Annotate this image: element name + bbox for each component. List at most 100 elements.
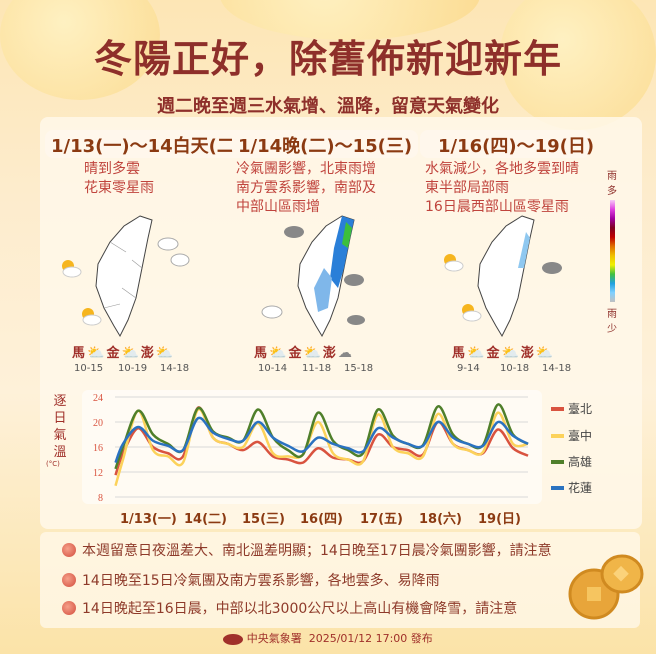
lantern-icon — [62, 543, 76, 557]
partly-sunny-icon: ⛅ — [155, 345, 174, 361]
lantern-icon — [62, 601, 76, 615]
taiwan-map — [62, 215, 190, 338]
partly-sunny-icon: ⛅ — [121, 345, 139, 361]
island-name: 馬 — [452, 346, 466, 361]
island-temp: 10-18 — [500, 363, 530, 374]
sun-icon — [62, 260, 82, 278]
page-title: 冬陽正好，除舊佈新迎新年 — [93, 37, 562, 81]
x-tick-label: 1/13(一) — [120, 512, 177, 527]
island-name: 金 — [106, 346, 120, 361]
period-header: 1/13(一)～14白天(二) — [45, 130, 250, 158]
cloud-rain-icon — [347, 315, 365, 325]
legend-swatch — [551, 406, 564, 411]
partly-sunny-icon: ⛅ — [501, 345, 519, 361]
coins-icon — [568, 554, 644, 620]
cloud-rain-icon — [284, 226, 304, 238]
legend-label: 臺北 — [568, 402, 593, 416]
rain-legend-label: 雨 — [607, 309, 617, 320]
y-tick-label: 16 — [93, 443, 103, 454]
rain-color-scale — [610, 200, 615, 302]
note-text: 14日晚起至16日晨，中部以北3000公尺以上高山有機會降雪，請注意 — [82, 601, 518, 617]
island-temp: 9-14 — [457, 363, 480, 374]
partly-sunny-icon: ⛅ — [303, 345, 321, 361]
period-description: 水氣減少，各地多雲到晴 東半部局部雨 16日晨西部山區零星雨 — [425, 160, 579, 217]
sun-icon — [444, 254, 464, 272]
island-name: 馬 — [254, 346, 268, 361]
island-temp: 10-19 — [118, 363, 148, 374]
period-header: 1/14晚(二)～15(三) — [232, 130, 419, 158]
desc-line: 16日晨西部山區零星雨 — [425, 199, 569, 215]
legend-swatch — [551, 485, 564, 490]
island-temp: 14-18 — [542, 363, 572, 374]
island-name: 馬 — [72, 346, 86, 361]
partly-sunny-icon: ⛅ — [87, 345, 105, 361]
island-name: 澎 — [140, 346, 154, 361]
taiwan-map — [444, 215, 562, 338]
y-tick-label: 24 — [93, 393, 103, 404]
island-temp: 10-14 — [258, 363, 288, 374]
legend-label: 花蓮 — [568, 481, 593, 495]
x-tick-label: 18(六) — [419, 512, 462, 527]
sun-icon — [462, 304, 482, 322]
partly-sunny-icon: ⛅ — [535, 345, 554, 361]
x-tick-label: 15(三) — [242, 512, 285, 527]
note-item: 本週留意日夜溫差大、南北溫差明顯；14日晚至17日晨冷氣團影響，請注意 — [62, 540, 552, 560]
issue-time: 2025/01/12 17:00 發布 — [308, 632, 433, 645]
chart-ylabel: 逐 日 氣 溫 — [52, 393, 68, 461]
decor-cloud — [500, 0, 656, 130]
legend-item: 臺中 — [551, 427, 592, 444]
lantern-icon — [62, 573, 76, 587]
island-name: 金 — [486, 346, 500, 361]
legend-label: 臺中 — [568, 429, 593, 443]
agency-logo-icon — [223, 633, 244, 645]
ylabel-char: 溫 — [53, 445, 67, 460]
desc-line: 南方雲系影響，南部及 — [236, 180, 376, 196]
note-item: 14日晚起至16日晨，中部以北3000公尺以上高山有機會降雪，請注意 — [62, 598, 517, 618]
desc-line: 冷氣團影響，北東雨增 — [236, 161, 376, 177]
decor-cloud — [0, 0, 160, 100]
legend-label: 高雄 — [568, 455, 593, 469]
island-row: 馬 ⛅ 金 ⛅ 澎 ☁ — [254, 342, 352, 361]
island-temp: 11-18 — [302, 363, 332, 374]
desc-line: 花東零星雨 — [84, 180, 154, 196]
x-tick-label: 14(二) — [184, 512, 227, 527]
legend-swatch — [551, 433, 564, 438]
cloudy-icon: ☁ — [337, 345, 352, 361]
cloud-rain-icon — [157, 237, 179, 251]
island-row: 馬 ⛅ 金 ⛅ 澎 ⛅ — [72, 342, 173, 361]
ylabel-char: 日 — [53, 411, 67, 426]
island-row: 馬 ⛅ 金 ⛅ 澎 ⛅ — [452, 342, 553, 361]
y-tick-label: 8 — [98, 493, 103, 504]
island-temp: 14-18 — [160, 363, 190, 374]
rain-legend-label: 雨 — [607, 171, 617, 182]
chart-unit: (°C) — [46, 460, 60, 468]
partly-sunny-icon: ⛅ — [269, 345, 287, 361]
y-tick-label: 12 — [93, 468, 103, 479]
taiwan-map — [261, 215, 365, 338]
series-line-花蓮 — [114, 416, 529, 464]
sun-icon — [82, 308, 102, 326]
desc-line: 中部山區雨增 — [236, 199, 320, 215]
period-header: 1/16(四)～19(日) — [420, 130, 594, 158]
desc-line: 晴到多雲 — [84, 161, 140, 177]
desc-line: 東半部局部雨 — [425, 180, 509, 196]
cloud-rain-icon — [542, 262, 562, 274]
legend-item: 高雄 — [551, 453, 592, 470]
legend-item: 花蓮 — [551, 479, 592, 496]
x-tick-label: 17(五) — [360, 512, 403, 527]
island-name: 澎 — [520, 346, 534, 361]
notes-panel — [40, 532, 640, 628]
period-description: 晴到多雲 花東零星雨 — [84, 160, 154, 198]
legend-item: 臺北 — [551, 400, 592, 417]
rain-legend-label: 多 — [607, 186, 617, 197]
rain-legend-label: 少 — [607, 324, 617, 335]
cloud-rain-icon — [344, 274, 364, 286]
period-description: 冷氣團影響，北東雨增 南方雲系影響，南部及 中部山區雨增 — [236, 160, 376, 217]
page-subtitle: 週二晚至週三水氣增、溫降，留意天氣變化 — [157, 96, 499, 117]
island-name: 金 — [288, 346, 302, 361]
island-name: 澎 — [322, 346, 336, 361]
agency-name: 中央氣象署 — [246, 632, 302, 645]
x-tick-label: 16(四) — [300, 512, 343, 527]
note-text: 本週留意日夜溫差大、南北溫差明顯；14日晚至17日晨冷氣團影響，請注意 — [82, 543, 552, 559]
